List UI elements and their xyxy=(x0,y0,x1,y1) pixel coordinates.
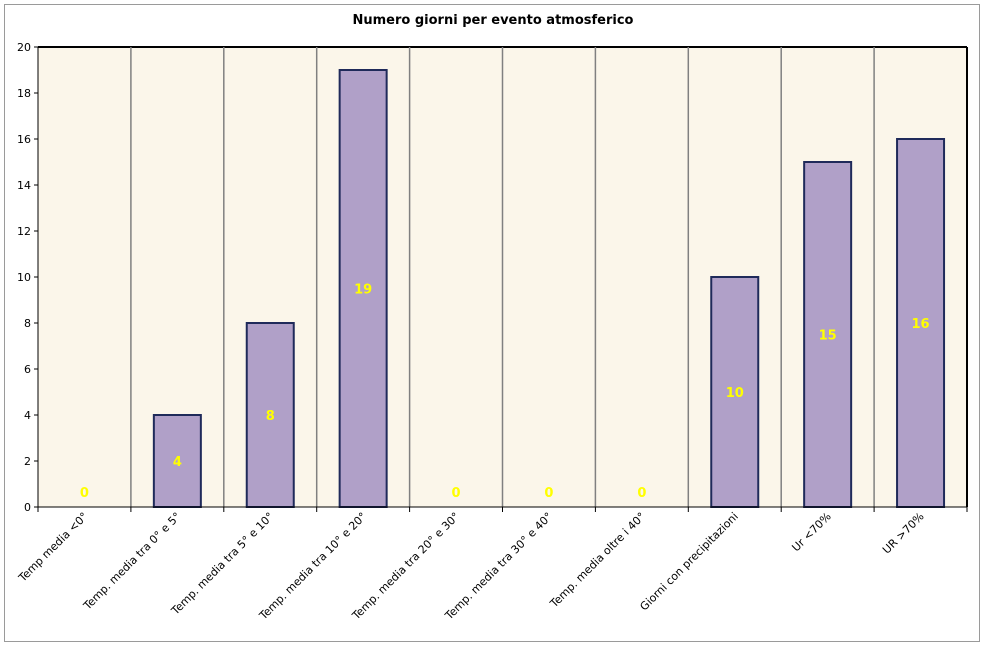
y-tick-label: 16 xyxy=(17,133,31,146)
x-tick-label: Temp. media tra 20° e 30° xyxy=(349,510,462,623)
data-label: 19 xyxy=(354,283,372,298)
data-label: 10 xyxy=(726,386,744,401)
x-tick-label: Ur <70% xyxy=(789,510,833,554)
y-axis: 0 2 4 6 8 10 12 14 16 18 20 xyxy=(17,41,39,514)
x-tick-label: UR >70% xyxy=(880,510,927,557)
x-tick-label: Temp. media oltre i 40° xyxy=(547,510,648,611)
bar xyxy=(803,161,853,508)
grid-lines xyxy=(130,47,875,507)
y-tick-label: 6 xyxy=(24,363,31,376)
y-tick-label: 10 xyxy=(17,271,31,284)
data-label: 15 xyxy=(819,329,837,344)
x-tick-label: Temp. media tra 30° e 40° xyxy=(442,510,555,623)
data-label: 0 xyxy=(637,486,646,501)
x-tick-label: Temp. media tra 0° e 5° xyxy=(80,510,183,613)
y-tick-label: 8 xyxy=(24,317,31,330)
data-labels: 0 4 8 19 0 0 0 10 15 16 xyxy=(80,283,930,502)
y-tick-label: 2 xyxy=(24,455,31,468)
chart-title: Numero giorni per evento atmosferico xyxy=(352,13,634,28)
y-tick-label: 12 xyxy=(17,225,31,238)
y-tick-label: 0 xyxy=(24,501,31,514)
y-tick-label: 14 xyxy=(17,179,31,192)
x-tick-label: Temp. media tra 10° e 20° xyxy=(256,510,369,623)
data-label: 16 xyxy=(912,317,930,332)
y-tick-label: 20 xyxy=(17,41,31,54)
data-label: 0 xyxy=(544,486,553,501)
data-label: 4 xyxy=(173,455,182,470)
data-label: 0 xyxy=(80,486,89,501)
y-tick-label: 4 xyxy=(24,409,31,422)
data-label: 0 xyxy=(452,486,461,501)
bar xyxy=(245,322,295,508)
x-axis: Temp media <0°Temp. media tra 0° e 5°Tem… xyxy=(15,506,968,623)
bar xyxy=(338,69,388,508)
bars xyxy=(152,69,946,508)
y-tick-label: 18 xyxy=(17,87,31,100)
x-tick-label: Temp. media tra 5° e 10° xyxy=(168,510,276,618)
x-tick-label: Giorni con precipitazioni xyxy=(637,510,740,613)
x-tick-label: Temp media <0° xyxy=(15,510,90,585)
bar xyxy=(710,276,760,508)
data-label: 8 xyxy=(266,409,275,424)
